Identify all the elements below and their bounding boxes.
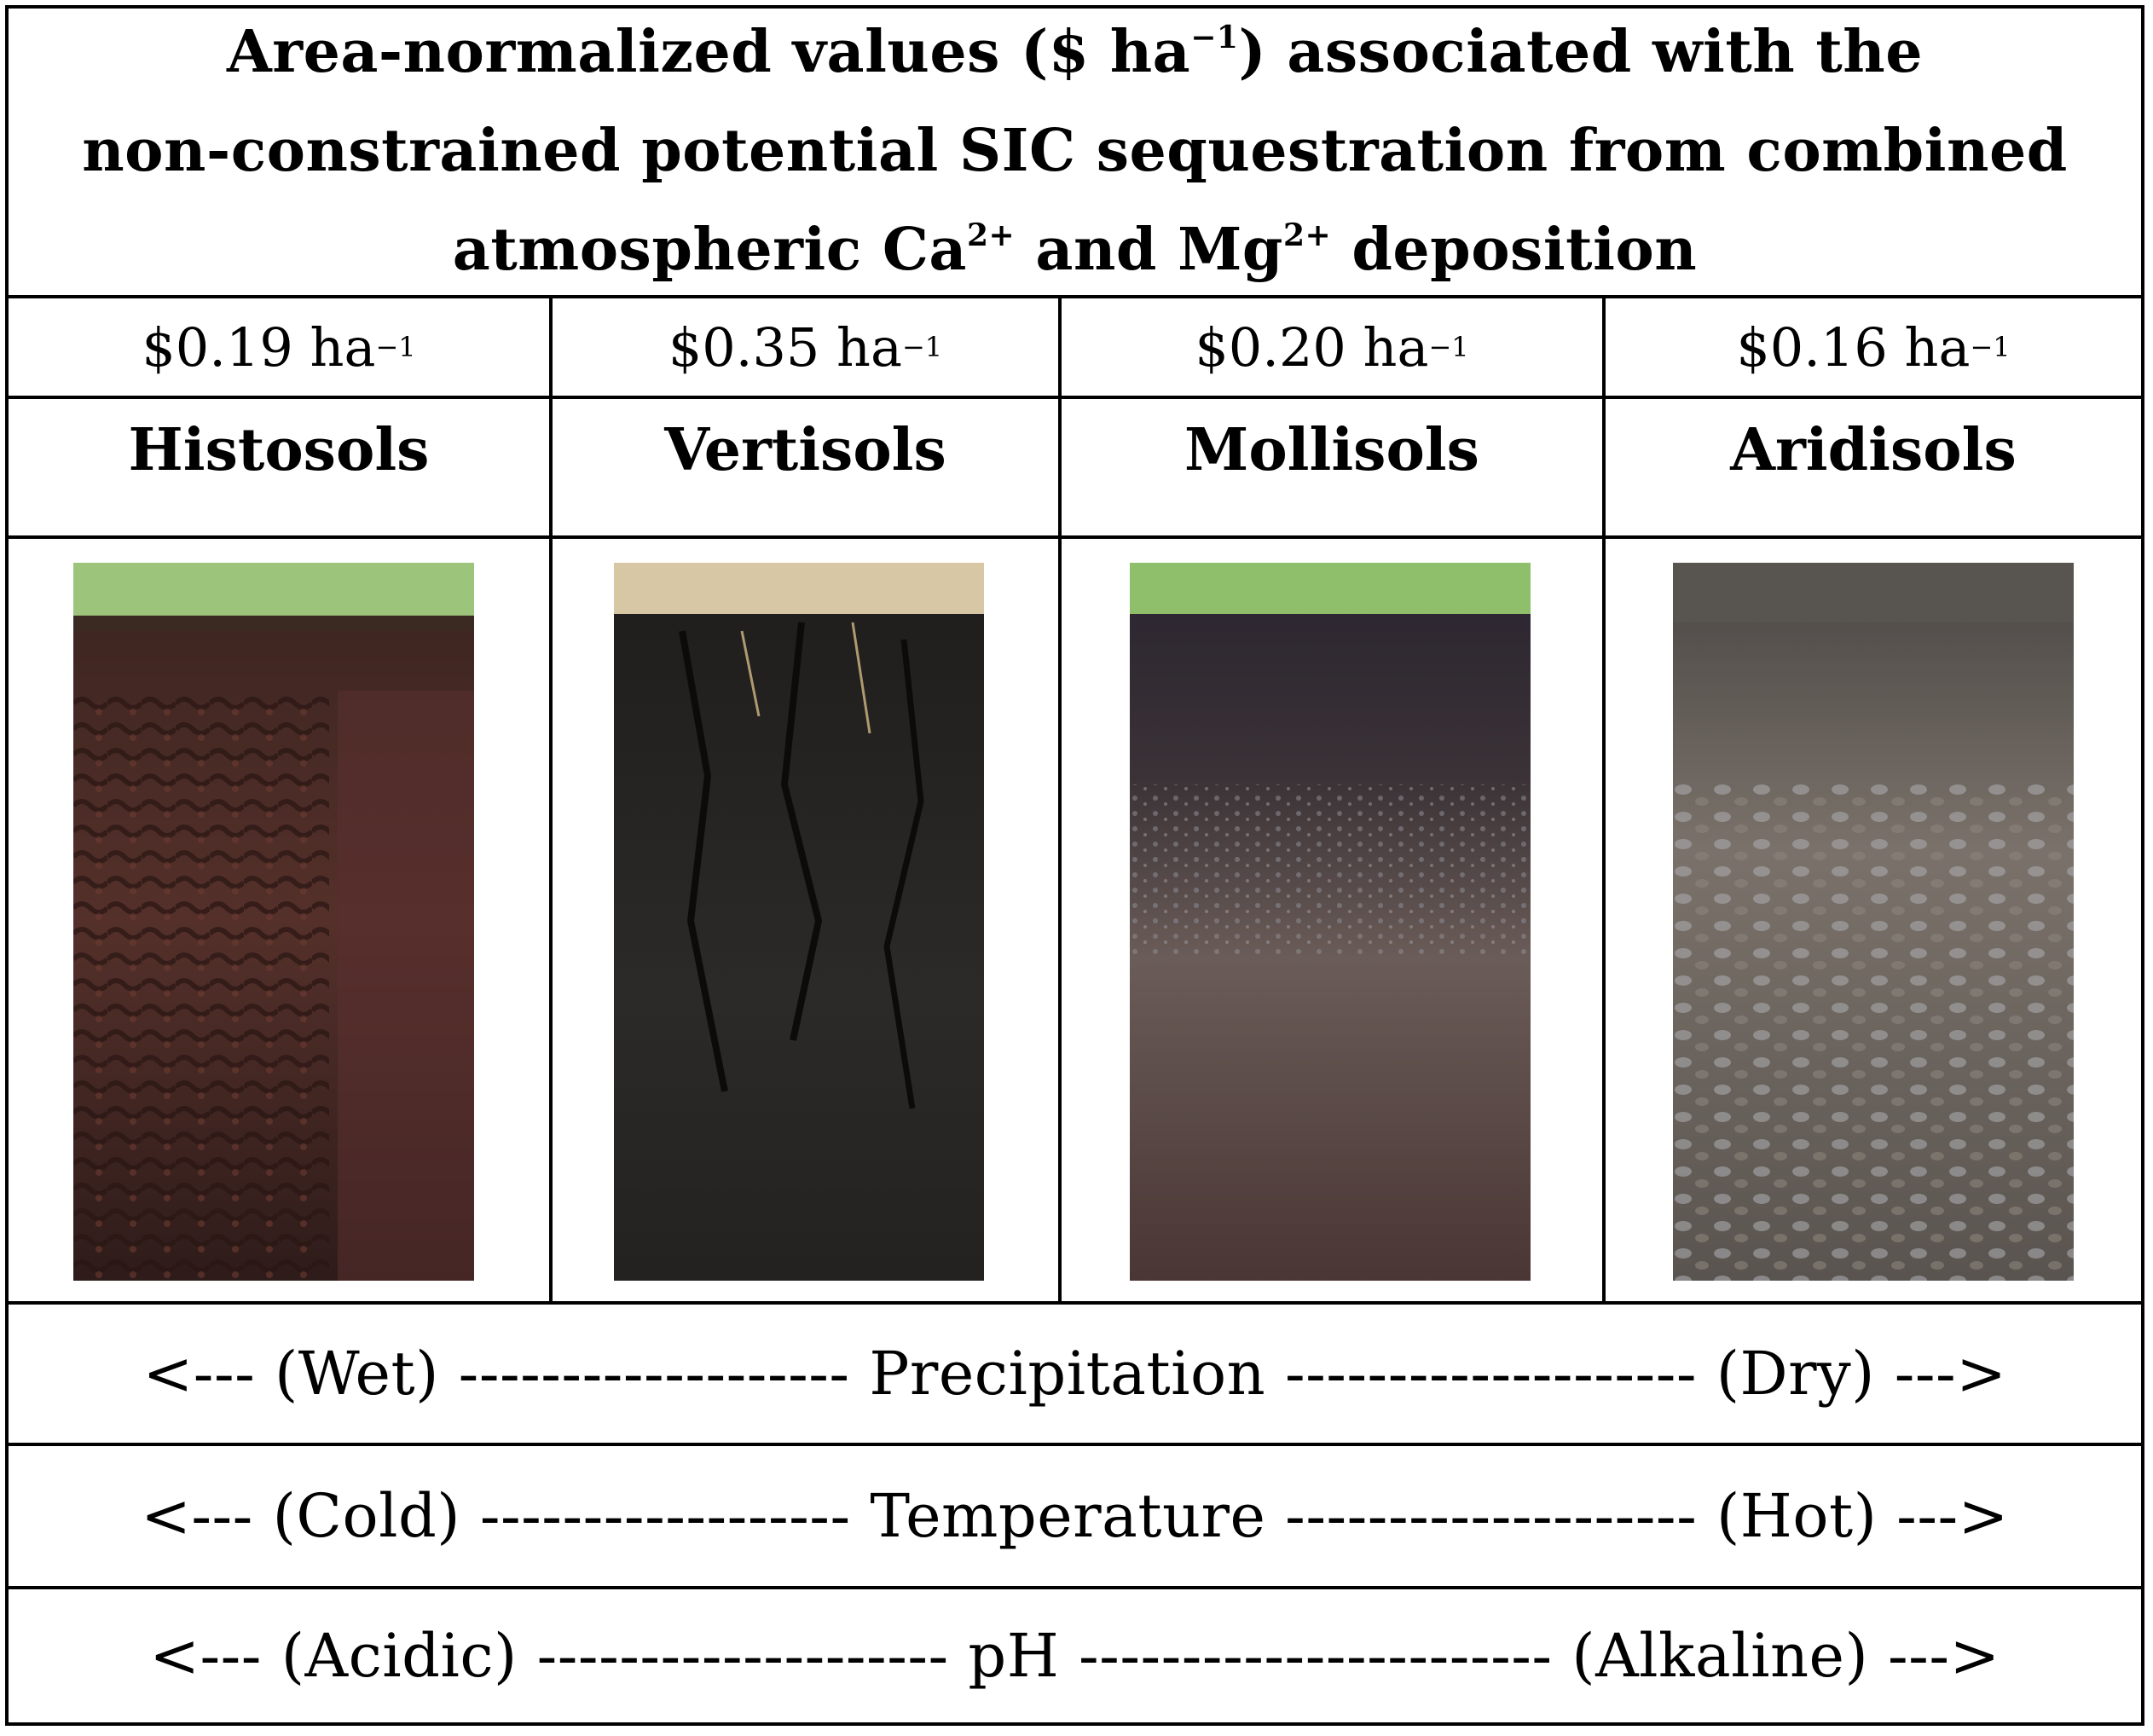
temperature-gradient: <--- (Cold) ------------------ Temperatu… [141, 1481, 2009, 1551]
ph-gradient: <--- (Acidic) -------------------- pH --… [149, 1621, 2000, 1691]
figure-title: Area-normalized values ($ ha−1) associat… [82, 18, 2068, 284]
mollisol-profile-image [1130, 563, 1531, 1281]
divider [5, 1586, 2144, 1589]
column-divider [549, 297, 553, 1303]
aridisol-profile-image [1673, 563, 2074, 1281]
vertisols-value: $0.35 ha −1 [668, 315, 943, 379]
mollisols-label: Mollisols [1184, 416, 1479, 484]
table-frame [5, 5, 2144, 1726]
divider [5, 1443, 2144, 1446]
histosols-value: $0.19 ha −1 [142, 315, 416, 379]
column-divider [1058, 297, 1062, 1303]
aridisols-label: Aridisols [1730, 416, 2017, 484]
mollisols-value: $0.20 ha −1 [1195, 315, 1469, 379]
histosols-label: Histosols [128, 416, 430, 484]
column-divider [1602, 297, 1606, 1303]
aridisols-value: $0.16 ha −1 [1736, 315, 2011, 379]
divider [5, 535, 2144, 539]
vertisol-profile-image [614, 563, 984, 1281]
histosol-profile-image [73, 563, 474, 1281]
precipitation-gradient: <--- (Wet) ------------------- Precipita… [142, 1339, 2007, 1409]
vertisols-label: Vertisols [664, 416, 946, 484]
divider [5, 396, 2144, 399]
divider [5, 295, 2144, 298]
divider [5, 1301, 2144, 1305]
